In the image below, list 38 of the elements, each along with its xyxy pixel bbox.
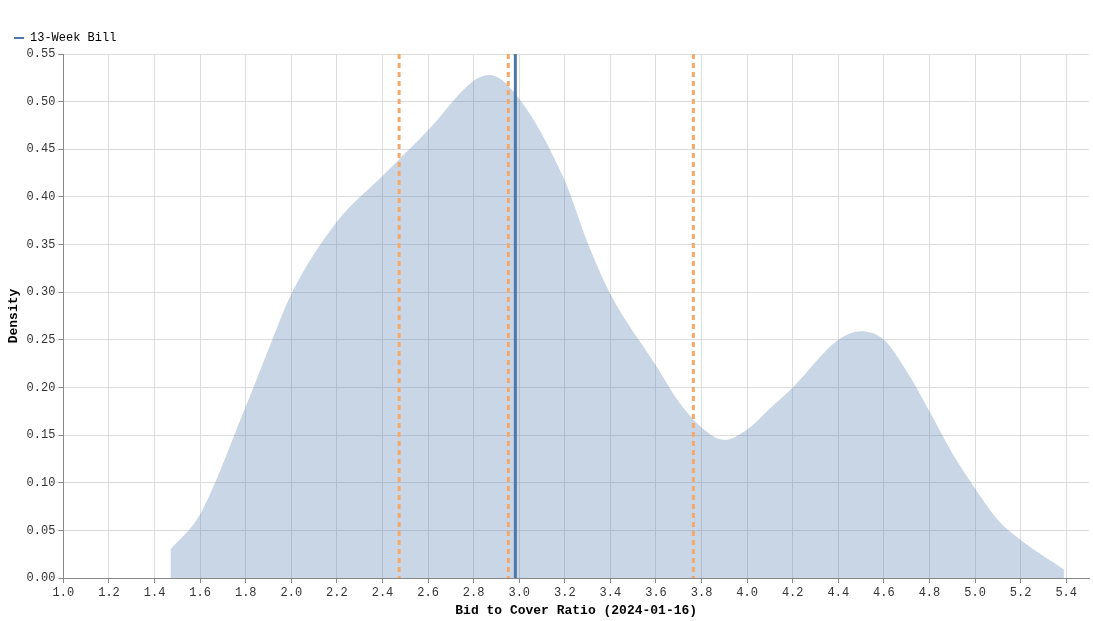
- x-tick-label: 5.2: [1009, 586, 1032, 601]
- x-tick-label: 2.6: [417, 586, 439, 601]
- x-tick-label: 4.0: [736, 586, 758, 601]
- x-tick-label: 1.0: [52, 586, 75, 601]
- x-tick-label: 1.4: [143, 586, 166, 601]
- y-tick-label: 0.00: [26, 571, 56, 586]
- legend-label: 13-Week Bill: [30, 31, 117, 46]
- y-tick-label: 0.15: [26, 428, 56, 443]
- y-tick-label: 0.20: [26, 380, 56, 395]
- x-tick-label: 1.2: [98, 586, 120, 601]
- y-tick-label: 0.45: [26, 142, 56, 157]
- x-tick-label: 1.6: [189, 586, 211, 601]
- x-tick-label: 2.4: [371, 586, 394, 601]
- x-tick-label: 4.4: [827, 586, 850, 601]
- y-tick-label: 0.25: [26, 332, 56, 347]
- x-tick-label: 4.8: [918, 586, 941, 601]
- x-tick-label: 3.6: [645, 586, 667, 601]
- x-tick-label: 3.8: [690, 586, 713, 601]
- x-tick-label: 5.0: [964, 586, 986, 601]
- x-axis-title: Bid to Cover Ratio (2024-01-16): [455, 603, 698, 619]
- x-tick-label: 5.4: [1055, 586, 1078, 601]
- x-tick-label: 3.0: [508, 586, 531, 601]
- y-tick-label: 0.05: [26, 523, 56, 538]
- x-tick-label: 3.4: [599, 586, 622, 601]
- y-axis-title: Density: [6, 288, 22, 344]
- y-tick-label: 0.50: [26, 94, 56, 109]
- y-tick-label: 0.10: [26, 475, 56, 490]
- y-tick-label: 0.40: [26, 190, 56, 205]
- y-tick-label: 0.35: [26, 237, 56, 252]
- x-tick-label: 2.0: [280, 586, 303, 601]
- y-tick-label: 0.30: [26, 285, 56, 300]
- y-tick-label: 0.55: [26, 47, 56, 62]
- x-tick-label: 2.8: [462, 586, 485, 601]
- x-tick-label: 4.2: [781, 586, 804, 601]
- x-tick-label: 2.2: [326, 586, 348, 601]
- x-tick-label: 3.2: [554, 586, 576, 601]
- x-tick-label: 1.8: [234, 586, 257, 601]
- x-tick-label: 4.6: [873, 586, 895, 601]
